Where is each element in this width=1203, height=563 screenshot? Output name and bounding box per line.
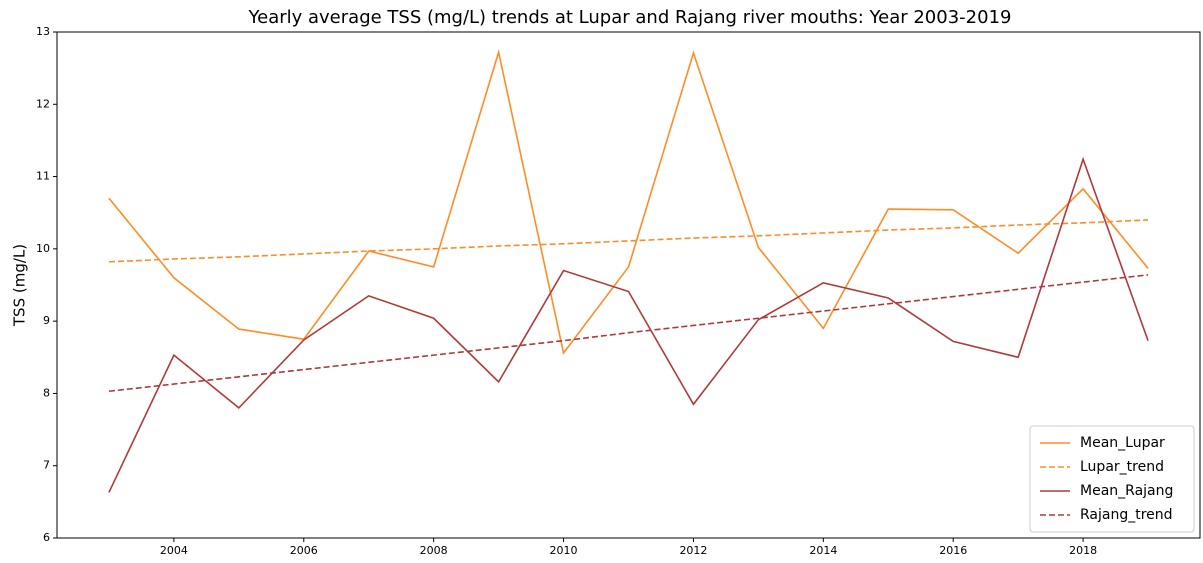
y-tick-label: 10 xyxy=(36,242,50,255)
x-tick-label: 2018 xyxy=(1069,544,1097,557)
y-tick-label: 8 xyxy=(43,386,50,399)
y-tick-label: 12 xyxy=(36,97,50,110)
legend-label: Mean_Rajang xyxy=(1080,483,1173,499)
x-tick-label: 2008 xyxy=(420,544,448,557)
x-tick-label: 2004 xyxy=(160,544,188,557)
x-tick-label: 2016 xyxy=(939,544,967,557)
series-line xyxy=(108,219,1149,263)
legend: Mean_Lupar Lupar_trend Mean_Rajang Rajang_t… xyxy=(1029,425,1195,533)
legend-box xyxy=(1029,425,1195,533)
chart-title: Yearly average TSS (mg/L) trends at Lupa… xyxy=(248,7,1012,28)
x-tick-label: 2012 xyxy=(679,544,707,557)
x-tick-label: 2006 xyxy=(290,544,318,557)
series-line xyxy=(108,156,1149,493)
y-tick-label: 11 xyxy=(36,170,50,183)
legend-label: Lupar_trend xyxy=(1080,459,1164,475)
y-tick-label: 7 xyxy=(43,459,50,472)
y-tick-label: 6 xyxy=(43,531,50,544)
x-tick-label: 2014 xyxy=(809,544,837,557)
legend-label: Mean_Lupar xyxy=(1080,435,1165,451)
legend-label: Rajang_trend xyxy=(1080,507,1173,523)
plot-frame xyxy=(56,31,1201,539)
y-tick-label: 9 xyxy=(43,314,50,327)
series-line xyxy=(108,274,1149,393)
x-tick-label: 2010 xyxy=(550,544,578,557)
y-tick-label: 13 xyxy=(36,25,50,38)
y-axis-label: TSS (mg/L) xyxy=(11,244,29,327)
series-line xyxy=(108,49,1149,355)
